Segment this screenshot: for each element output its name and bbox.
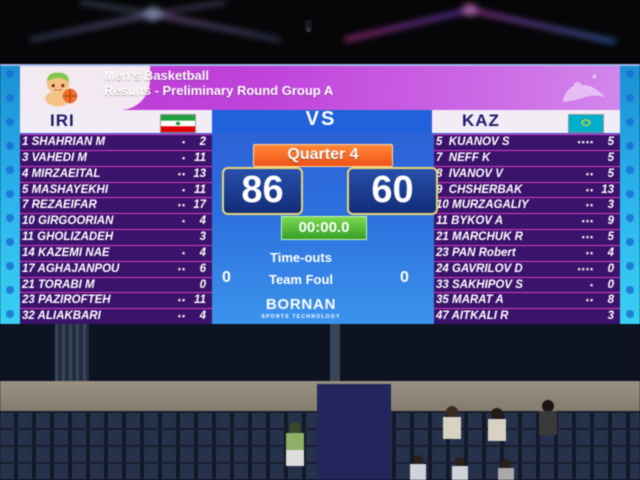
svg-text:BORNAN: BORNAN (266, 296, 336, 313)
svg-text:SPORTS TECHNOLOGY: SPORTS TECHNOLOGY (261, 314, 340, 320)
